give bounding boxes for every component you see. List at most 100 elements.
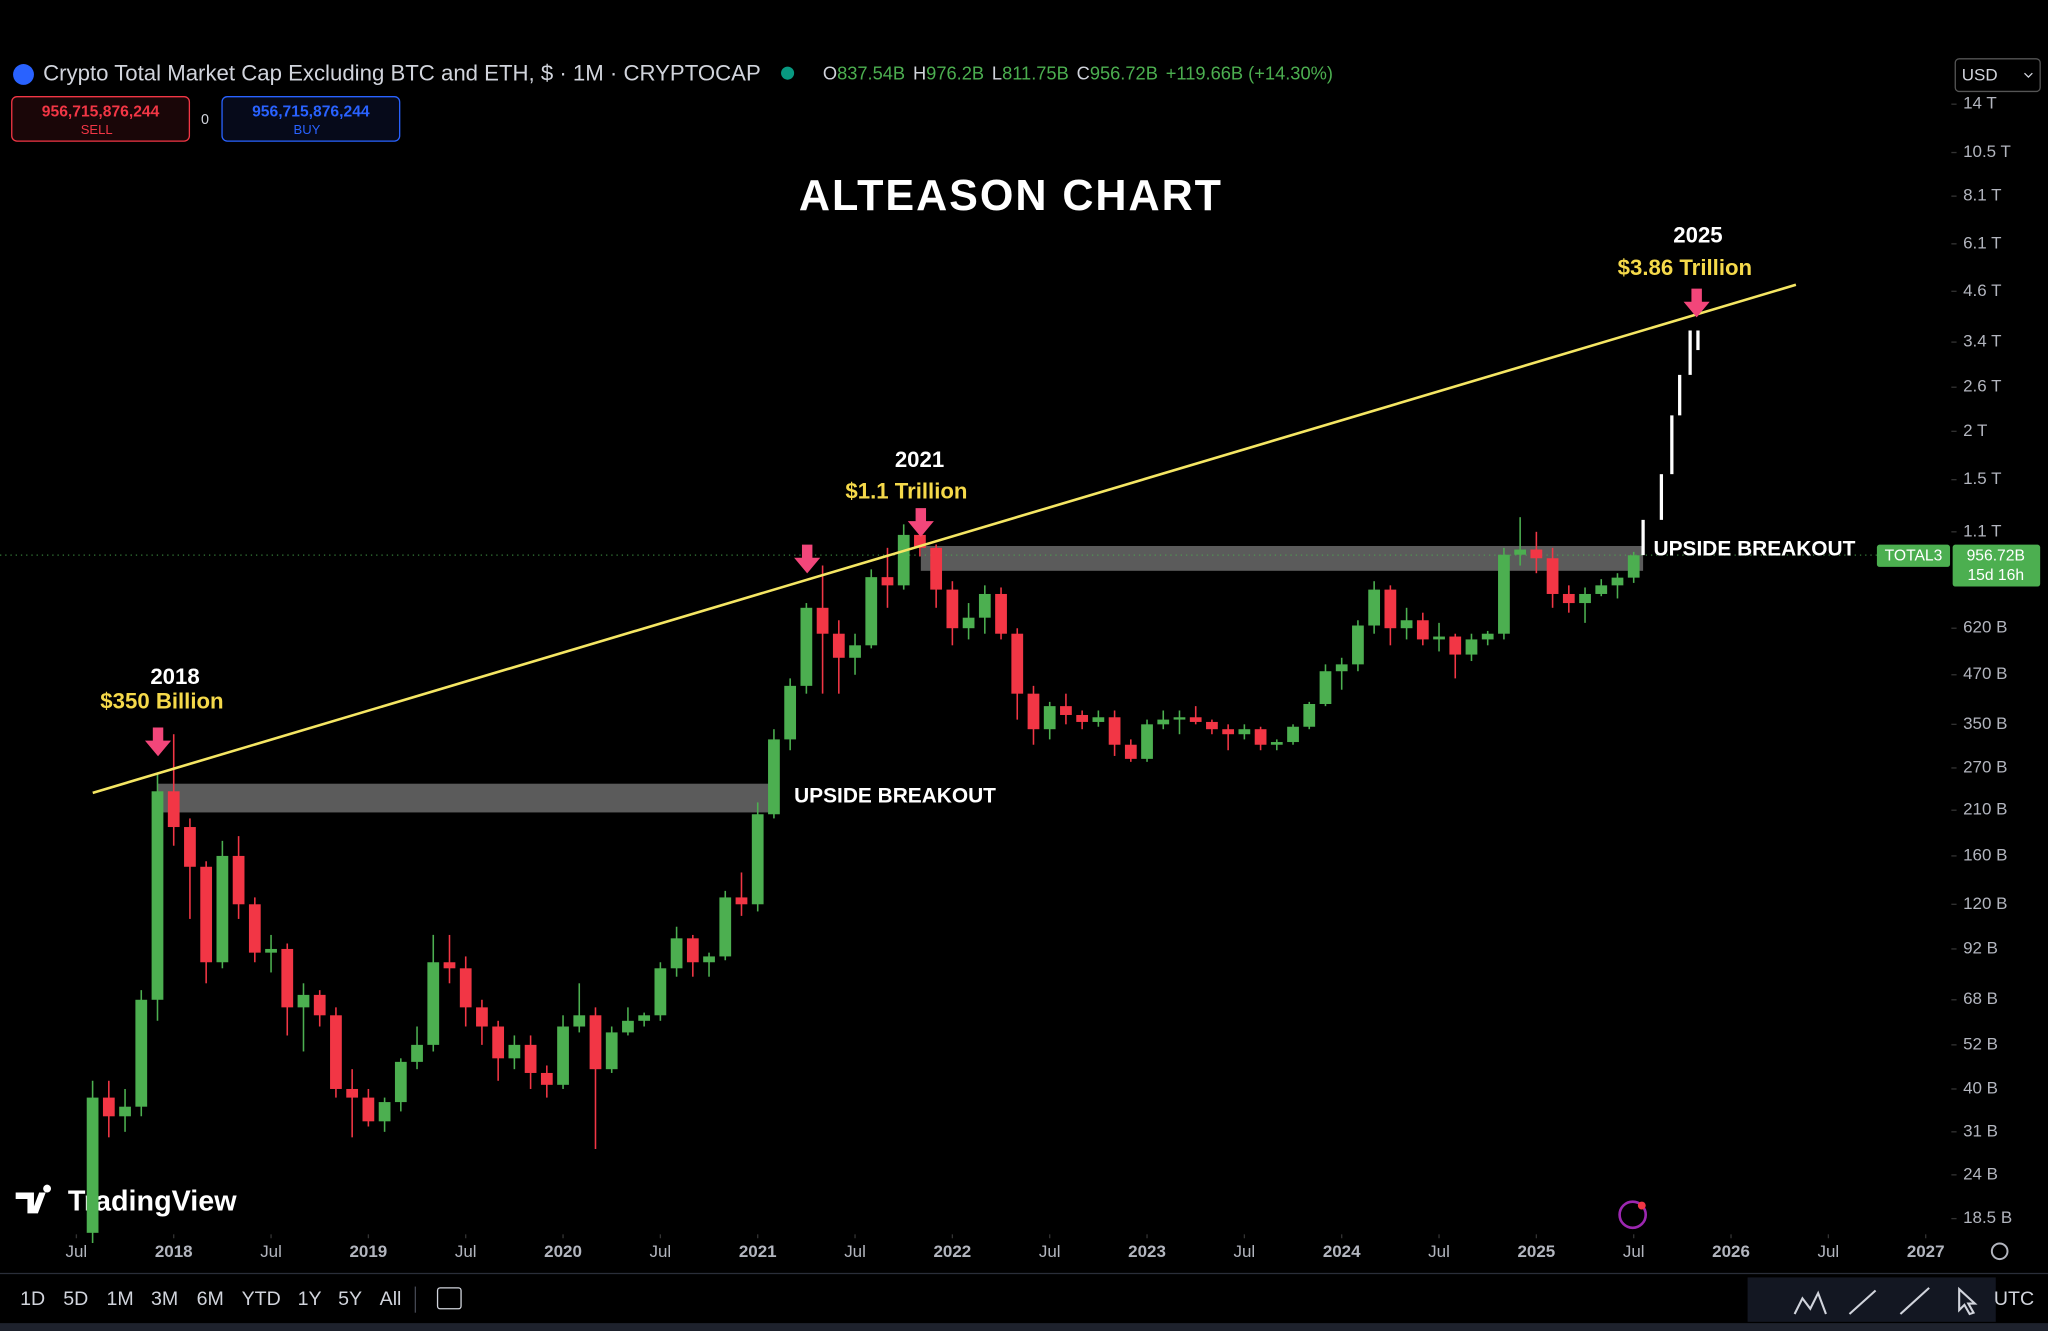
ohlc-key: L (992, 62, 1002, 83)
candle-body (200, 867, 212, 962)
candle-body (1417, 620, 1429, 639)
candle-body (1547, 558, 1559, 594)
sell-label: SELL (81, 122, 113, 137)
candle-body (103, 1098, 115, 1117)
y-tick-label: 6.1 T (1963, 233, 2001, 252)
candle-body (1238, 729, 1250, 734)
candle-body (882, 577, 894, 585)
candle-body (1044, 706, 1056, 729)
breakout-label: UPSIDE BREAKOUT (1654, 537, 1856, 560)
candle-body (508, 1045, 520, 1058)
spread: 0 (201, 112, 209, 128)
candle-body (427, 962, 439, 1045)
timezone[interactable]: UTC (1994, 1288, 2034, 1310)
y-tick-label: 31 B (1963, 1121, 1998, 1140)
candle-body (476, 1007, 488, 1026)
countdown-text: 15d 16h (1967, 567, 2024, 584)
candle-body (1482, 634, 1494, 640)
range-button[interactable]: All (380, 1288, 402, 1310)
x-tick-label: Jul (844, 1242, 866, 1261)
y-tick-label: 1.1 T (1963, 521, 2001, 540)
x-tick-label: Jul (455, 1242, 477, 1261)
candle-body (1011, 634, 1023, 694)
price-tag-text: 956.72B (1967, 548, 2025, 565)
candle-body (800, 608, 812, 686)
candle-body (1612, 578, 1624, 586)
candle-body (817, 608, 829, 634)
x-tick-label: Jul (1234, 1242, 1256, 1261)
range-button[interactable]: 5Y (338, 1288, 362, 1310)
candle-body (525, 1045, 537, 1073)
alert-badge (1638, 1202, 1646, 1210)
candle-body (1092, 717, 1104, 722)
x-tick-label: 2019 (350, 1242, 388, 1261)
y-tick-label: 18.5 B (1963, 1208, 2012, 1227)
y-tick-label: 24 B (1963, 1164, 1998, 1183)
candle-body (1157, 720, 1169, 725)
candle-body (622, 1021, 634, 1033)
candle-body (898, 535, 910, 585)
y-tick-label: 52 B (1963, 1034, 1998, 1053)
y-tick-label: 92 B (1963, 938, 1998, 957)
candle-body (1595, 585, 1607, 594)
candle-body (1320, 671, 1332, 704)
y-tick-label: 2.6 T (1963, 377, 2001, 396)
candle-body (346, 1089, 358, 1098)
y-tick-label: 1.5 T (1963, 469, 2001, 488)
range-button[interactable]: 3M (151, 1288, 178, 1310)
candle-body (963, 618, 975, 629)
y-tick-label: 470 B (1963, 664, 2007, 683)
candle-body (119, 1107, 131, 1117)
candle-body (1190, 717, 1202, 722)
ohlc-change: +119.66B (+14.30%) (1166, 62, 1333, 83)
candle-body (330, 1015, 342, 1089)
candle-body (654, 968, 666, 1015)
range-button[interactable]: YTD (242, 1288, 281, 1310)
x-tick-label: 2022 (933, 1242, 971, 1261)
x-tick-label: 2024 (1323, 1242, 1361, 1261)
candle-body (979, 594, 991, 618)
sell-price: 956,715,876,244 (42, 103, 160, 120)
ohlc-key: O (823, 62, 837, 83)
candle-body (833, 634, 845, 658)
candle-body (1563, 594, 1575, 603)
ohlc-value: 976.2B (926, 62, 984, 83)
bottom-edge (0, 1323, 2048, 1331)
y-tick-label: 350 B (1963, 714, 2007, 733)
candle-body (363, 1098, 375, 1122)
candle-body (1109, 717, 1121, 744)
x-tick-label: 2025 (1517, 1242, 1555, 1261)
candle-body (1579, 594, 1591, 603)
breakout-label: UPSIDE BREAKOUT (794, 784, 996, 807)
candle-body (865, 577, 877, 645)
symbol-logo (13, 64, 34, 85)
ohlc-value: 956.72B (1090, 62, 1158, 83)
range-button[interactable]: 1Y (298, 1288, 322, 1310)
x-tick-label: 2026 (1712, 1242, 1750, 1261)
range-button[interactable]: 1D (20, 1288, 45, 1310)
ohlc-values: O837.54BH976.2BL811.75BC956.72B+119.66B … (823, 62, 1333, 83)
ohlc-key: C (1077, 62, 1090, 83)
candle-body (298, 995, 310, 1007)
x-tick-label: Jul (1818, 1242, 1840, 1261)
x-tick-label: Jul (1039, 1242, 1061, 1261)
range-button[interactable]: 5D (63, 1288, 88, 1310)
buy-price: 956,715,876,244 (252, 103, 370, 120)
candle-body (638, 1015, 650, 1021)
ohlc-value: 811.75B (1002, 62, 1069, 83)
range-button[interactable]: 1M (107, 1288, 134, 1310)
candle-body (719, 897, 731, 956)
y-tick-label: 270 B (1963, 757, 2007, 776)
y-tick-label: 4.6 T (1963, 281, 2001, 300)
range-button[interactable]: 6M (197, 1288, 224, 1310)
x-tick-label: Jul (1428, 1242, 1450, 1261)
y-tick-label: 160 B (1963, 845, 2007, 864)
candle-body (1628, 555, 1640, 577)
annotation-price: $350 Billion (100, 689, 223, 714)
candle-body (135, 1000, 147, 1107)
status-dot (781, 67, 794, 80)
candle-body (1449, 637, 1461, 655)
candle-body (281, 949, 293, 1007)
candle-body (995, 594, 1007, 634)
